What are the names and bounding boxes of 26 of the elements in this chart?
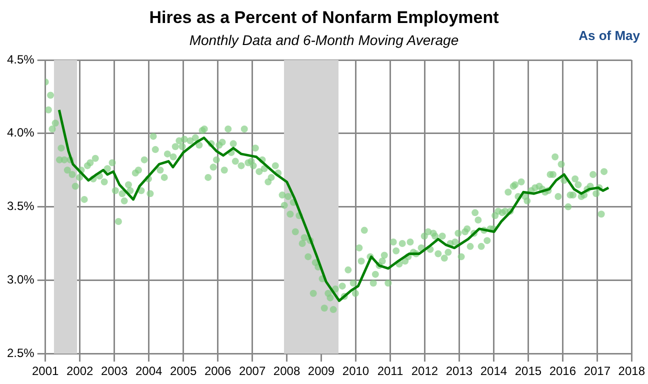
x-tick-label: 2010 xyxy=(342,364,370,378)
x-tick-label: 2008 xyxy=(273,364,300,378)
x-tick-label: 2013 xyxy=(446,364,473,378)
x-tick-label: 2012 xyxy=(411,364,438,378)
x-tick-label: 2001 xyxy=(32,364,60,378)
x-tick-label: 2007 xyxy=(238,364,266,378)
x-tick-label: 2004 xyxy=(135,364,162,378)
x-tick-label: 2018 xyxy=(618,364,646,378)
y-tick-label: 3.0% xyxy=(6,272,35,287)
x-tick-label: 2002 xyxy=(66,364,94,378)
text: As of May xyxy=(578,28,640,43)
x-tick-label: 2009 xyxy=(308,364,335,378)
x-tick-label: 2014 xyxy=(480,364,508,378)
chart-title: Hires as a Percent of Nonfarm Employment xyxy=(148,8,500,28)
x-tick-label: 2003 xyxy=(100,364,128,378)
y-tick-label: 4.5% xyxy=(6,52,35,66)
x-tick-label: 2011 xyxy=(377,364,404,378)
x-tick-label: 2017 xyxy=(584,364,611,378)
x-tick-label: 2005 xyxy=(170,364,197,378)
x-tick-label: 2015 xyxy=(514,364,542,378)
y-tick-label: 2.5% xyxy=(6,346,35,360)
x-tick-label: 2006 xyxy=(204,364,232,378)
y-tick-label: 4.0% xyxy=(6,126,35,140)
chart-subtitle: Monthly Data and 6-Month Moving Average xyxy=(189,32,459,48)
x-tick-label: 2016 xyxy=(549,364,576,378)
y-tick-label: 3.5% xyxy=(6,199,35,214)
